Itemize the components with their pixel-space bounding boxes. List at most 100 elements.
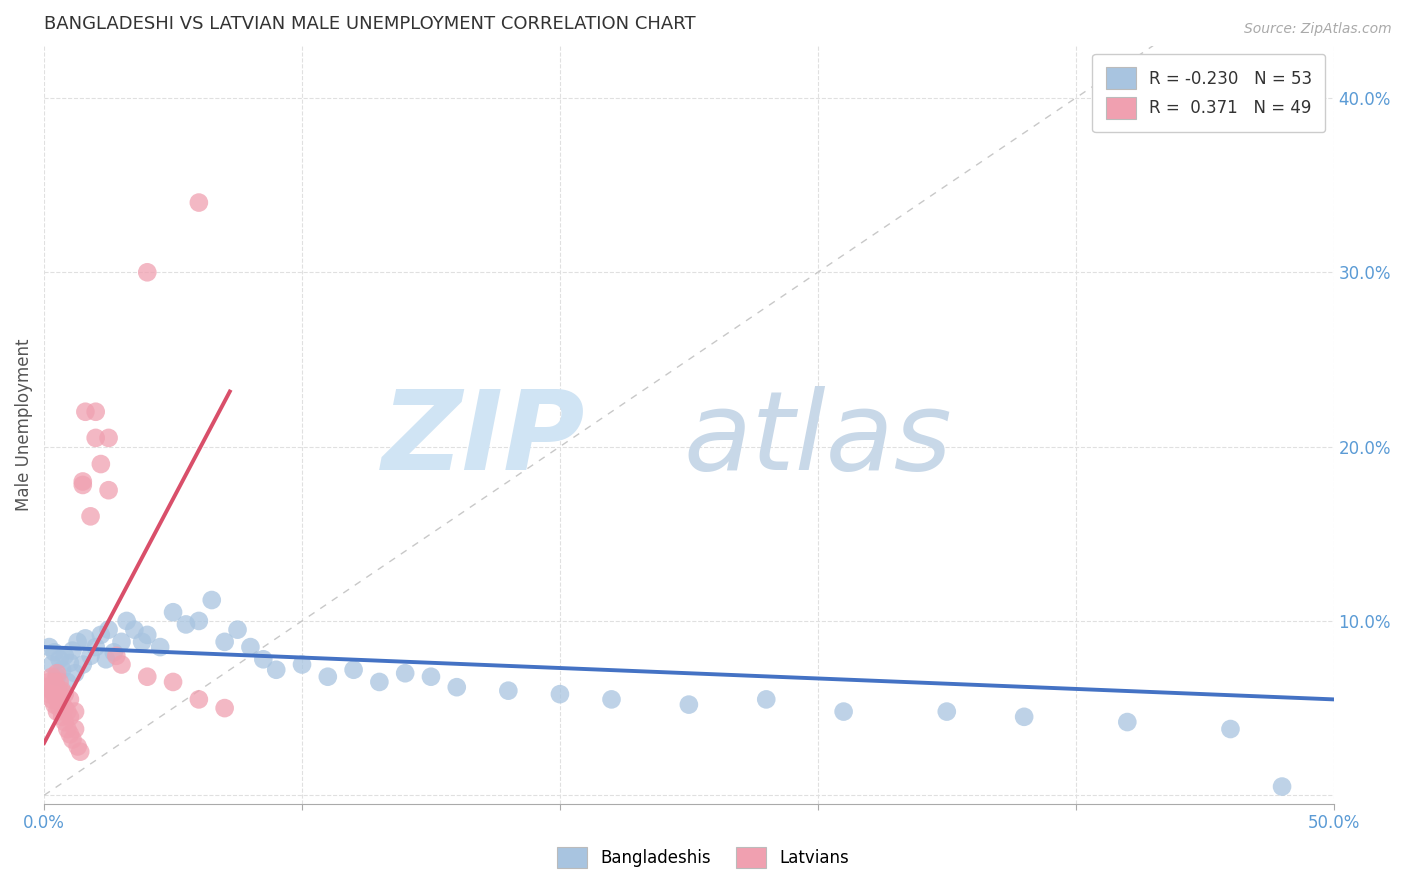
Point	[66, 739, 89, 754]
Point	[46, 670, 69, 684]
Point	[187, 692, 209, 706]
Point	[79, 509, 101, 524]
Point	[162, 605, 184, 619]
Point	[214, 635, 236, 649]
Point	[44, 645, 66, 659]
Point	[187, 195, 209, 210]
Point	[110, 635, 132, 649]
Point	[110, 657, 132, 672]
Point	[53, 701, 76, 715]
Point	[90, 457, 112, 471]
Point	[291, 657, 314, 672]
Point	[51, 698, 73, 712]
Point	[56, 675, 79, 690]
Point	[41, 670, 63, 684]
Text: ZIP: ZIP	[382, 386, 586, 493]
Point	[59, 727, 82, 741]
Point	[48, 675, 70, 690]
Point	[63, 705, 86, 719]
Text: atlas: atlas	[683, 386, 952, 493]
Point	[63, 666, 86, 681]
Point	[46, 692, 69, 706]
Point	[84, 405, 107, 419]
Point	[394, 666, 416, 681]
Point	[44, 687, 66, 701]
Point	[162, 675, 184, 690]
Point	[66, 635, 89, 649]
Point	[97, 623, 120, 637]
Point	[131, 635, 153, 649]
Point	[72, 478, 94, 492]
Point	[239, 640, 262, 654]
Point	[63, 722, 86, 736]
Point	[44, 698, 66, 712]
Point	[59, 656, 82, 670]
Point	[51, 683, 73, 698]
Point	[46, 666, 69, 681]
Point	[69, 745, 91, 759]
Point	[97, 483, 120, 498]
Point	[56, 722, 79, 736]
Point	[41, 692, 63, 706]
Point	[124, 623, 146, 637]
Point	[935, 705, 957, 719]
Point	[51, 710, 73, 724]
Point	[59, 692, 82, 706]
Point	[44, 675, 66, 690]
Point	[264, 663, 287, 677]
Point	[84, 640, 107, 654]
Point	[832, 705, 855, 719]
Point	[38, 675, 60, 690]
Point	[72, 657, 94, 672]
Point	[316, 670, 339, 684]
Point	[75, 405, 97, 419]
Point	[342, 663, 364, 677]
Text: Source: ZipAtlas.com: Source: ZipAtlas.com	[1244, 22, 1392, 37]
Point	[62, 643, 84, 657]
Point	[548, 687, 571, 701]
Point	[678, 698, 700, 712]
Point	[51, 663, 73, 677]
Point	[755, 692, 778, 706]
Point	[1271, 780, 1294, 794]
Point	[94, 652, 117, 666]
Point	[53, 687, 76, 701]
Point	[79, 648, 101, 663]
Point	[226, 623, 249, 637]
Point	[136, 670, 159, 684]
Point	[600, 692, 623, 706]
Point	[115, 614, 138, 628]
Point	[103, 645, 125, 659]
Point	[105, 648, 128, 663]
Point	[38, 640, 60, 654]
Legend: Bangladeshis, Latvians: Bangladeshis, Latvians	[550, 840, 856, 875]
Point	[35, 680, 58, 694]
Point	[48, 687, 70, 701]
Point	[72, 475, 94, 489]
Text: BANGLADESHI VS LATVIAN MALE UNEMPLOYMENT CORRELATION CHART: BANGLADESHI VS LATVIAN MALE UNEMPLOYMENT…	[44, 15, 696, 33]
Point	[252, 652, 274, 666]
Point	[48, 701, 70, 715]
Point	[201, 593, 224, 607]
Point	[59, 710, 82, 724]
Point	[46, 680, 69, 694]
Point	[446, 680, 468, 694]
Point	[75, 632, 97, 646]
Point	[368, 675, 391, 690]
Point	[62, 732, 84, 747]
Point	[149, 640, 172, 654]
Point	[56, 705, 79, 719]
Point	[1012, 710, 1035, 724]
Point	[136, 265, 159, 279]
Point	[174, 617, 197, 632]
Point	[136, 628, 159, 642]
Point	[53, 714, 76, 729]
Point	[1116, 714, 1139, 729]
Point	[90, 628, 112, 642]
Point	[84, 431, 107, 445]
Point	[53, 648, 76, 663]
Point	[498, 683, 520, 698]
Point	[187, 614, 209, 628]
Point	[1219, 722, 1241, 736]
Point	[41, 683, 63, 698]
